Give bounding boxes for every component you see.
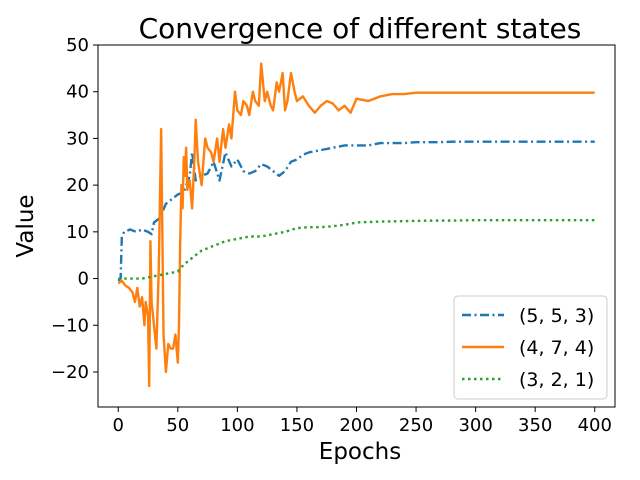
legend-label-3: (3, 2, 1): [519, 369, 594, 391]
x-axis-label: Epochs: [319, 439, 401, 465]
y-tick-label: 50: [66, 35, 89, 56]
legend-label-2: (4, 7, 4): [519, 337, 594, 359]
x-tick-label: 100: [220, 415, 254, 436]
y-tick-label: −10: [51, 315, 89, 336]
x-tick-label: 0: [113, 415, 124, 436]
plot-area: [97, 44, 616, 408]
y-tick-label: 20: [66, 175, 89, 196]
series-line-1: [117, 140, 595, 282]
x-tick-label: 300: [458, 415, 492, 436]
y-tick-label: 10: [66, 222, 89, 243]
y-axis: −20 −10 0 10 20 30 40 50: [51, 35, 98, 383]
y-tick-label: −20: [51, 362, 89, 383]
legend-box: [453, 295, 608, 400]
chart-title: Convergence of different states: [139, 12, 582, 45]
x-tick-label: 150: [280, 415, 314, 436]
x-tick-label: 250: [399, 415, 433, 436]
series-line-2: [117, 62, 595, 388]
y-axis-label: Value: [13, 194, 39, 257]
x-tick-label: 400: [578, 415, 612, 436]
x-tick-label: 350: [518, 415, 552, 436]
y-tick-label: 30: [66, 128, 89, 149]
x-tick-label: 200: [339, 415, 373, 436]
x-tick-label: 50: [166, 415, 189, 436]
legend-label-1: (5, 5, 3): [519, 305, 594, 327]
x-axis: 0 50 100 150 200 250 300 350 400: [113, 407, 612, 436]
legend: (5, 5, 3) (4, 7, 4) (3, 2, 1): [453, 295, 608, 400]
series-layer: [117, 62, 595, 388]
series-line-3: [118, 218, 595, 280]
y-tick-label: 0: [78, 269, 89, 290]
y-tick-label: 40: [66, 82, 89, 103]
